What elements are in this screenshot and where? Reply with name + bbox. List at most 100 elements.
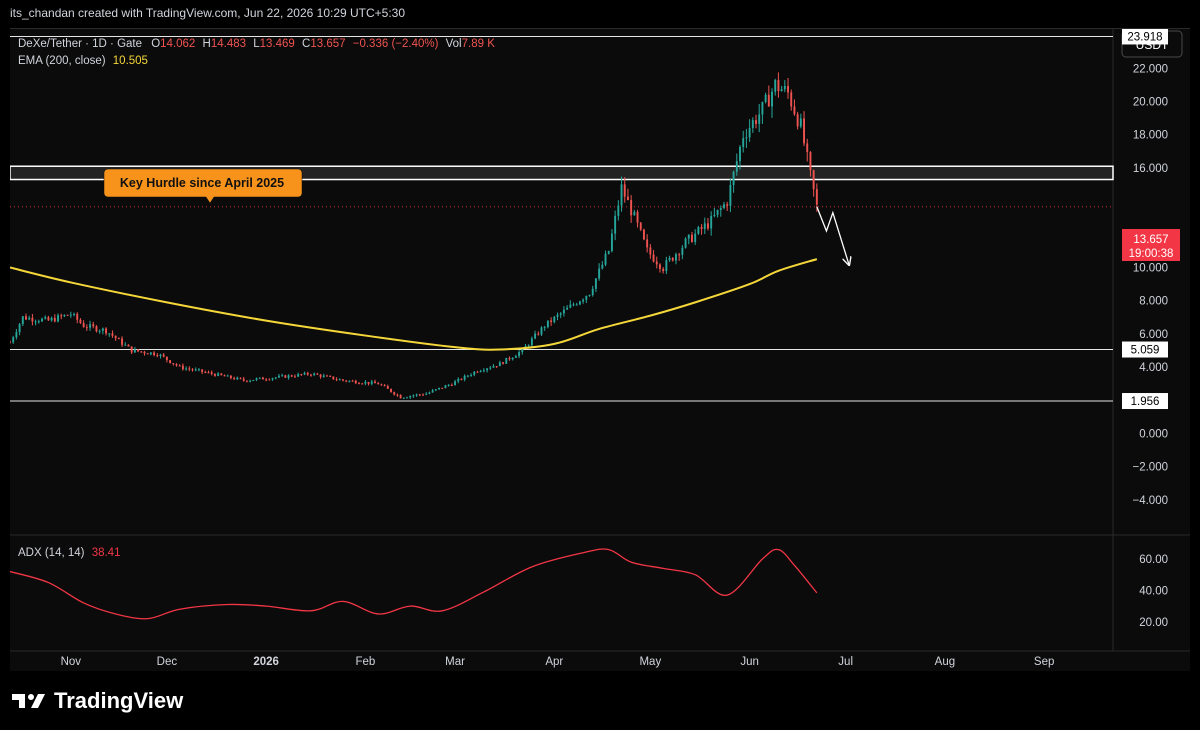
tradingview-logo[interactable]: TradingView [12,688,183,714]
candle-body [463,375,466,380]
candle-body [550,320,553,323]
candle-body [303,372,306,375]
chart-canvas[interactable]: DeXe/Tether · 1D · Gate O14.062 H14.483 … [9,28,1190,671]
candle-body [758,114,761,124]
level-badge-label: 5.059 [1131,345,1160,357]
candle-body [636,211,639,223]
chart-frame[interactable]: DeXe/Tether · 1D · Gate O14.062 H14.483 … [9,28,1190,671]
candle-body [585,296,588,300]
candle-body [284,375,287,378]
candle-body [546,320,549,328]
candle-body [406,397,408,399]
candle-body [18,324,21,333]
candle-body [505,357,508,364]
adx-line [9,548,818,620]
candle-body [383,385,386,387]
candle-body [799,118,802,127]
candle-body [25,316,27,320]
price-tick-label: −4.000 [1133,495,1169,507]
candle-body [438,387,440,390]
candle-body [37,321,40,323]
candle-body [297,374,300,377]
price-tick-label: −2.000 [1133,462,1169,474]
candle-body [489,367,492,369]
candle-body [425,393,428,395]
candle-body [761,101,764,115]
candle-body [105,328,108,334]
candle-body [60,315,63,317]
candle-body [697,227,700,234]
time-tick-label: Jul [838,656,853,668]
candle-body [764,94,767,102]
adx-legend: ADX (14, 14) 38.41 [18,547,120,559]
candle-body [428,392,431,394]
candle-body [409,396,412,398]
candle-body [460,378,463,380]
candle-body [377,383,380,385]
candle-body [771,91,773,107]
candle-body [329,375,332,377]
candle-body [268,379,271,381]
price-tick-label: 6.000 [1139,329,1168,341]
candle-body [69,314,72,316]
candle-body [514,356,517,358]
candle-body [642,229,645,240]
candle-series [9,72,818,400]
candle-body [486,368,489,371]
last-price-badge: 13.657 19:00:38 [1122,229,1180,261]
candle-body [92,324,95,327]
candle-body [447,384,450,386]
candle-body [601,264,604,269]
candle-body [726,204,729,206]
time-tick-label: Nov [61,656,82,668]
candle-body [566,307,569,310]
candle-body [50,317,53,321]
callout-text: Key Hurdle since April 2025 [120,176,284,190]
candle-body [793,106,796,115]
candle-body [316,373,319,375]
candle-body [258,377,261,379]
candle-body [473,371,476,375]
candle-body [287,375,290,378]
candle-body [290,375,293,377]
candle-body [348,380,351,382]
candle-body [540,327,543,335]
candle-body [390,388,392,393]
tradingview-logo-icon [12,694,45,708]
candle-body [454,381,457,386]
price-tick-label: 22.000 [1133,63,1168,75]
candle-body [364,381,367,384]
candle-body [434,389,437,391]
key-hurdle-callout: Key Hurdle since April 2025 [103,168,303,204]
candle-body [108,333,111,335]
candle-body [755,120,757,124]
candle-body [207,372,210,374]
candle-body [399,394,402,399]
candle-body [82,323,85,328]
candle-body [111,333,114,336]
candle-body [739,146,741,162]
candle-body [178,365,181,367]
candle-body [342,379,344,381]
candle-body [470,374,473,376]
candle-body [534,333,537,339]
candle-body [277,375,280,378]
time-tick-label: May [639,656,661,668]
candle-body [671,257,674,261]
adx-tick-label: 60.00 [1139,554,1168,566]
time-tick-label: Jun [740,656,759,668]
candle-body [53,317,56,322]
legend-symbol: DeXe/Tether · 1D · Gate [18,38,142,50]
candle-body [335,379,338,381]
candle-body [306,372,309,375]
time-tick-label: Dec [157,656,178,668]
candle-body [57,315,59,322]
candle-body [261,377,264,380]
time-tick-label: Mar [445,656,465,668]
candle-body [556,314,559,317]
candle-body [345,380,348,382]
candle-body [575,304,578,306]
candle-body [370,381,373,384]
candle-body [117,338,120,340]
candle-body [66,314,69,316]
